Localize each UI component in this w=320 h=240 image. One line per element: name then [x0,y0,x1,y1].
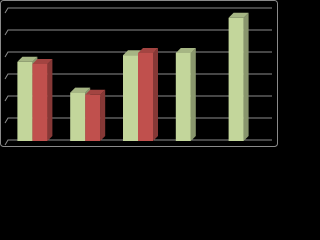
bar-top [228,12,249,18]
bar-side [190,48,196,141]
bar-front [123,55,138,142]
bar-side [243,12,249,141]
bar-front [85,94,101,141]
grid-line [4,29,272,36]
chart [0,0,278,147]
bar-side [47,59,53,141]
bar-top [17,56,38,62]
bar [138,48,158,141]
bar-top [138,48,158,53]
grid-line [4,7,272,14]
bar-front [32,64,48,141]
bar-top [175,48,196,53]
bar-front [175,53,191,141]
bar [175,48,196,141]
bar-side [153,48,158,141]
bar-front [70,92,86,141]
bar [85,89,106,141]
bar [228,12,249,141]
bar [32,59,53,141]
bar-side [100,89,106,141]
bar-front [228,17,244,141]
bar-top [85,89,106,95]
bar-front [17,61,33,141]
bar-top [32,59,53,64]
bar-top [70,87,91,93]
bar-front [138,53,153,141]
